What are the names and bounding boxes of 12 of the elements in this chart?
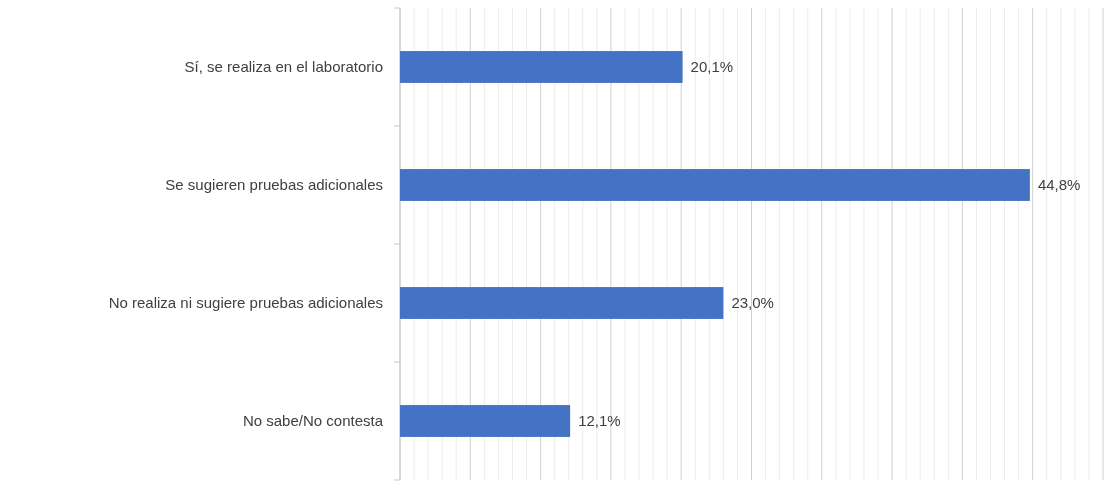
bar	[400, 405, 571, 437]
bar	[400, 51, 683, 83]
data-label: 12,1%	[578, 412, 621, 430]
bar	[400, 169, 1030, 201]
y-tick-label: Se sugieren pruebas adicionales	[165, 176, 383, 194]
data-label: 44,8%	[1037, 176, 1081, 194]
y-tick-label: Sí, se realiza en el laboratorio	[184, 58, 383, 76]
y-tick-label: No sabe/No contesta	[242, 412, 384, 430]
y-tick-label: No realiza ni sugiere pruebas adicionales	[108, 294, 383, 312]
bar	[400, 287, 724, 319]
data-label: 20,1%	[690, 58, 734, 76]
data-label: 23,0%	[731, 294, 774, 312]
